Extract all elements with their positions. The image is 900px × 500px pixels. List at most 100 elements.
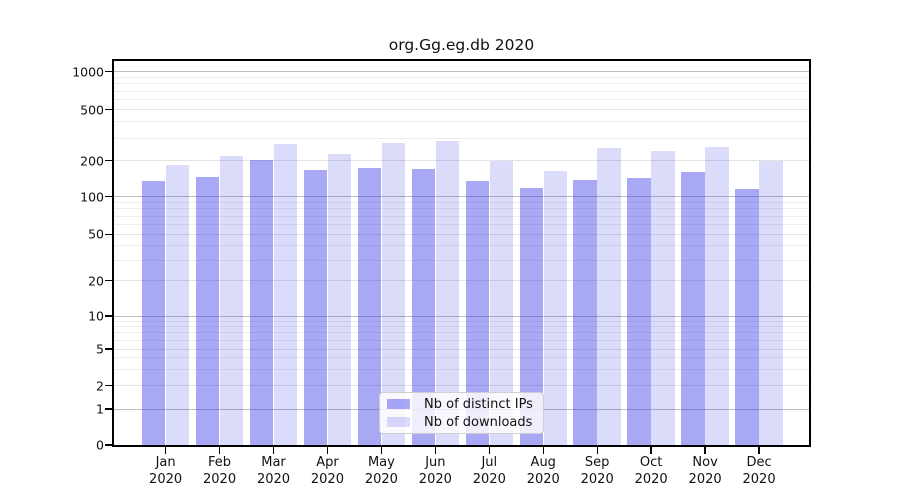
minor-gridline <box>114 326 809 328</box>
y-tick-mark <box>105 408 112 410</box>
x-tick-month: Sep <box>584 455 610 470</box>
x-tick-label: Dec 2020 <box>729 454 789 488</box>
y-tick-mark <box>105 315 112 317</box>
minor-gridline <box>114 368 809 370</box>
minor-gridline <box>114 208 809 210</box>
bar-downloads <box>543 171 567 445</box>
major-gridline <box>114 71 809 73</box>
x-tick-label: Nov 2020 <box>675 454 735 488</box>
x-tick-mark <box>650 447 652 454</box>
bar-distinct-ips <box>141 180 166 445</box>
x-tick-label: Apr 2020 <box>297 454 357 488</box>
y-tick-label: 10 <box>88 308 104 324</box>
minor-gridline <box>114 99 809 101</box>
x-tick-month: Dec <box>746 455 772 470</box>
x-tick-year: 2020 <box>310 472 344 487</box>
x-tick-month: Oct <box>639 455 663 470</box>
x-tick-month: Mar <box>261 455 286 470</box>
x-tick-label: Jul 2020 <box>459 454 519 488</box>
major-gridline <box>114 196 809 198</box>
bar-distinct-ips <box>681 172 705 445</box>
major-gridline <box>114 315 809 317</box>
bar-downloads <box>165 165 190 445</box>
bar-downloads <box>273 144 298 445</box>
gridline <box>114 385 809 386</box>
x-tick-label: Oct 2020 <box>621 454 681 488</box>
minor-gridline <box>114 339 809 341</box>
bar-downloads <box>327 154 352 445</box>
legend: Nb of distinct IPs Nb of downloads <box>379 392 544 434</box>
x-tick-month: Feb <box>208 455 232 470</box>
x-tick-label: Aug 2020 <box>513 454 573 488</box>
y-tick-label: 20 <box>88 273 104 289</box>
x-tick-mark <box>704 447 706 454</box>
y-tick-label: 2 <box>96 378 104 393</box>
x-tick-month: Apr <box>316 455 339 470</box>
y-tick-label: 0 <box>96 437 104 453</box>
legend-label-distinct-ips: Nb of distinct IPs <box>424 396 533 412</box>
y-tick-mark <box>105 196 112 198</box>
minor-gridline <box>114 332 809 334</box>
legend-swatch-distinct-ips <box>387 399 410 409</box>
x-tick-label: Mar 2020 <box>244 454 304 488</box>
gridline <box>114 280 809 282</box>
bar-downloads <box>651 150 675 445</box>
y-tick-mark <box>105 71 112 73</box>
x-tick-year: 2020 <box>364 472 398 487</box>
minor-gridline <box>114 137 809 139</box>
bar-downloads <box>759 161 783 445</box>
bar-distinct-ips <box>627 177 651 445</box>
y-tick-label: 500 <box>80 102 104 117</box>
x-tick-mark <box>272 447 275 454</box>
y-tick-mark <box>105 384 112 387</box>
y-tick-mark <box>105 280 112 282</box>
x-tick-mark <box>218 447 221 454</box>
x-tick-year: 2020 <box>203 472 237 487</box>
gridline <box>114 160 809 162</box>
x-tick-mark <box>380 447 383 454</box>
y-tick-mark <box>105 233 112 235</box>
x-tick-mark <box>596 447 598 454</box>
x-tick-year: 2020 <box>688 472 722 487</box>
x-tick-month: Jun <box>425 455 446 470</box>
x-tick-label: Jun 2020 <box>405 454 465 488</box>
bar-distinct-ips <box>303 169 328 445</box>
y-tick-label: 1000 <box>72 64 104 80</box>
x-tick-year: 2020 <box>634 472 668 487</box>
bar-downloads <box>597 148 621 445</box>
x-tick-year: 2020 <box>742 472 776 487</box>
x-tick-year: 2020 <box>418 472 452 487</box>
bar-distinct-ips <box>249 160 274 445</box>
minor-gridline <box>114 320 809 322</box>
minor-gridline <box>114 357 809 359</box>
x-tick-mark <box>434 447 437 454</box>
bar-distinct-ips <box>195 177 220 445</box>
minor-gridline <box>114 245 809 247</box>
x-tick-label: Sep 2020 <box>567 454 627 488</box>
y-tick-label: 200 <box>80 153 104 169</box>
y-tick-mark <box>105 160 112 162</box>
x-tick-year: 2020 <box>526 472 560 487</box>
x-tick-label: Jan 2020 <box>136 454 196 488</box>
x-tick-year: 2020 <box>149 472 183 487</box>
y-tick-label: 50 <box>88 226 104 242</box>
y-tick-label: 5 <box>96 341 104 357</box>
bar-distinct-ips <box>357 167 382 445</box>
y-tick-label: 100 <box>80 189 104 205</box>
x-tick-mark <box>542 447 544 454</box>
gridline <box>114 109 809 110</box>
bar-downloads <box>705 146 729 445</box>
bar-downloads <box>219 155 244 445</box>
x-tick-month: May <box>367 455 395 470</box>
minor-gridline <box>114 215 809 217</box>
x-tick-year: 2020 <box>472 472 506 487</box>
minor-gridline <box>114 223 809 225</box>
legend-label-downloads: Nb of downloads <box>424 414 533 430</box>
x-tick-year: 2020 <box>580 472 614 487</box>
chart-title: org.Gg.eg.db 2020 <box>388 36 535 54</box>
x-tick-mark <box>164 447 167 454</box>
x-tick-month: Aug <box>530 455 556 470</box>
y-tick-label: 1 <box>96 401 104 417</box>
legend-swatch-downloads <box>387 417 410 427</box>
